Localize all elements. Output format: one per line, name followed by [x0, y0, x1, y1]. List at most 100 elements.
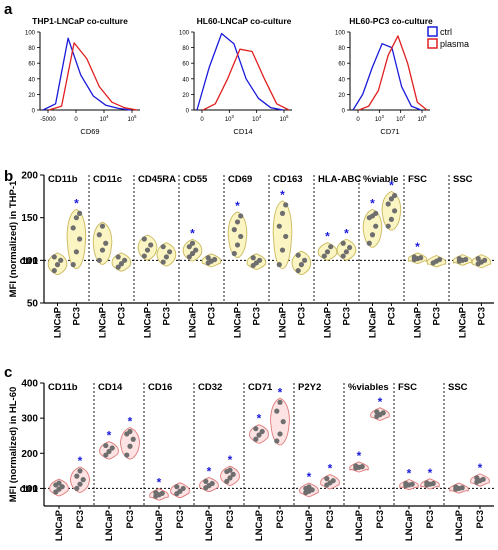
data-point-LNCaP — [58, 257, 64, 263]
group-%viable: %viable*LNCaP*PC3 — [358, 174, 402, 338]
data-point-LNCaP — [283, 233, 289, 240]
significance-star: * — [157, 476, 162, 490]
group-label: CD45RA — [138, 174, 176, 185]
data-point-LNCaP — [141, 236, 147, 242]
y-tick-label: 100 — [335, 31, 346, 37]
group-label: CD32 — [198, 382, 222, 393]
data-point-LNCaP — [369, 232, 376, 238]
y-tick-label: 80 — [338, 46, 345, 52]
data-point-LNCaP — [51, 254, 57, 260]
y-tick-label: 80 — [28, 46, 35, 52]
data-point-PC3 — [430, 480, 436, 487]
group-label: CD11c — [93, 174, 122, 185]
x-tick-label-PC3: PC3 — [296, 307, 307, 325]
significance-star: * — [357, 449, 362, 463]
data-point-PC3 — [74, 485, 80, 492]
group-CD163: CD163 * LNCaP PC3 — [268, 174, 312, 338]
group-label: SSC — [453, 174, 473, 185]
x-axis-label: CD71 — [380, 127, 399, 136]
violin-PC3 — [381, 190, 402, 231]
y-tick-label: 40 — [338, 77, 345, 83]
x-tick-label: 0 — [74, 117, 78, 123]
x-tick-label: 104 — [396, 114, 406, 123]
data-point-PC3 — [227, 467, 233, 473]
data-point-LNCaP — [276, 262, 282, 268]
data-point-LNCaP — [238, 213, 244, 219]
group-label: SSC — [448, 382, 468, 393]
data-point-PC3 — [388, 196, 394, 202]
data-point-LNCaP — [209, 480, 215, 487]
data-point-LNCaP — [256, 432, 262, 438]
x-tick-label-LNCaP: LNCaP — [323, 306, 334, 338]
data-point-LNCaP — [411, 254, 417, 260]
group-label: %viables — [348, 382, 389, 393]
significance-star: * — [280, 188, 285, 202]
group-CD69: CD69 * LNCaP PC3 — [223, 174, 267, 338]
data-point-LNCaP — [141, 253, 147, 259]
x-tick-label-LNCaP: LNCaP — [454, 509, 465, 541]
x-tick-label-PC3: PC3 — [125, 510, 136, 528]
group-FSC: FSC * LNCaP * PC3 — [393, 382, 440, 541]
group-P2Y2: P2Y2 * LNCaP * PC3 — [293, 382, 340, 541]
data-point-LNCaP — [259, 428, 265, 435]
group-label: %viable — [363, 174, 398, 185]
data-point-LNCaP — [51, 267, 57, 274]
data-point-PC3 — [130, 436, 136, 442]
y-tick-label: 60 — [338, 62, 345, 68]
y-tick-label: 100 — [179, 31, 190, 37]
data-point-PC3 — [424, 480, 430, 486]
y-tick-label: 400 — [21, 379, 38, 390]
significance-star: * — [378, 395, 383, 409]
significance-star: * — [325, 230, 330, 244]
group-CD16: CD16 * LNCaP PC3 — [143, 382, 190, 541]
group-CD55: CD55 * LNCaP PC3 — [178, 174, 222, 338]
data-point-PC3 — [124, 452, 130, 458]
x-tick-label-LNCaP: LNCaP — [104, 509, 115, 541]
group-SSC: SSC LNCaP PC3 — [448, 174, 492, 338]
x-tick-label-LNCaP: LNCaP — [98, 306, 109, 338]
data-point-LNCaP — [459, 485, 465, 491]
data-point-LNCaP — [321, 253, 327, 259]
x-tick-label: 104 — [99, 114, 109, 123]
data-point-LNCaP — [148, 242, 154, 248]
data-point-PC3 — [174, 484, 180, 490]
x-tick-label-LNCaP: LNCaP — [188, 306, 199, 338]
y-tick-label: 20 — [182, 93, 189, 99]
data-point-LNCaP — [186, 254, 192, 260]
x-tick-label-PC3: PC3 — [386, 307, 397, 325]
significance-star: * — [278, 385, 283, 399]
data-point-PC3 — [274, 408, 280, 414]
histogram-series-plasma — [48, 42, 138, 111]
x-tick-label-LNCaP: LNCaP — [413, 306, 424, 338]
x-tick-label-PC3: PC3 — [475, 510, 486, 528]
y-axis-label: MFI (normalized) in HL-60 — [8, 387, 19, 503]
significance-star: * — [415, 240, 420, 254]
legend: ctrl plasma — [427, 26, 469, 49]
significance-star: * — [228, 453, 233, 467]
data-point-PC3 — [77, 210, 83, 216]
y-tick-label: 150 — [21, 213, 38, 224]
panel-c-label: c — [4, 364, 12, 381]
x-tick-label-PC3: PC3 — [251, 307, 262, 325]
data-point-LNCaP — [306, 484, 312, 490]
histogram-series-ctrl — [42, 37, 132, 111]
data-point-PC3 — [374, 409, 380, 415]
x-tick-label-PC3: PC3 — [206, 307, 217, 325]
data-point-PC3 — [77, 481, 83, 487]
x-tick-label: 105 — [127, 114, 137, 123]
data-point-PC3 — [437, 256, 443, 263]
x-tick-label-LNCaP: LNCaP — [233, 306, 244, 338]
y-tick-label: 200 — [21, 171, 38, 182]
x-tick-label-PC3: PC3 — [175, 510, 186, 528]
data-point-LNCaP — [366, 240, 372, 246]
histogram-series-ctrl — [196, 32, 284, 111]
x-tick-label-LNCaP: LNCaP — [254, 509, 265, 541]
y-tick-label: 0 — [186, 109, 190, 115]
data-point-PC3 — [77, 236, 83, 242]
data-point-LNCaP — [328, 244, 334, 250]
data-point-LNCaP — [353, 463, 359, 469]
significance-star: * — [207, 464, 212, 478]
data-point-PC3 — [295, 252, 301, 258]
data-point-PC3 — [302, 257, 308, 263]
data-point-LNCaP — [159, 490, 165, 496]
